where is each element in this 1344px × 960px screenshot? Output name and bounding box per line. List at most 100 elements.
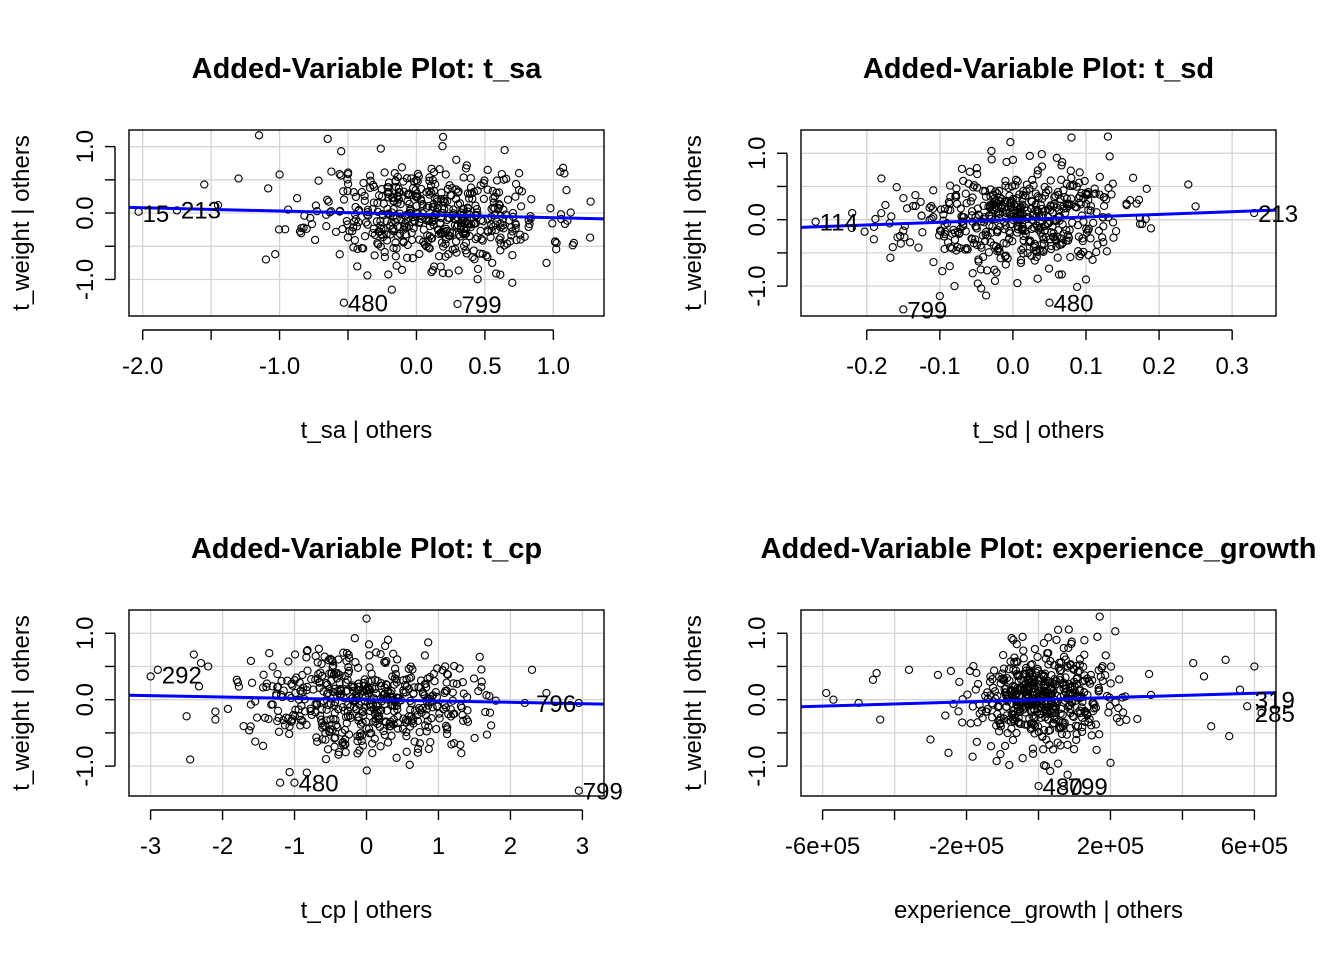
data-point: [424, 744, 433, 754]
data-point: [1006, 686, 1015, 695]
data-point: [327, 669, 336, 678]
data-point: [288, 681, 297, 690]
data-point: [527, 195, 536, 204]
data-point: [955, 677, 964, 687]
data-point: [1084, 250, 1093, 260]
data-point: [292, 194, 302, 203]
data-point: [1013, 278, 1022, 288]
data-point: [415, 739, 425, 748]
data-point: [313, 658, 322, 667]
y-axis-label: t_weight | others: [8, 135, 35, 311]
data-point: [1028, 749, 1038, 758]
data-point: [1062, 730, 1071, 739]
data-point: [389, 243, 398, 253]
data-point: [371, 717, 380, 726]
data-point: [896, 239, 905, 248]
y-tick-label: 1.0: [72, 617, 99, 650]
data-point: [323, 680, 332, 689]
data-point: [182, 712, 191, 721]
data-point: [408, 254, 417, 263]
data-point: [1012, 690, 1021, 699]
data-point: [1094, 683, 1103, 693]
data-point: [288, 715, 297, 724]
data-point: [372, 689, 381, 698]
data-point: [314, 176, 323, 185]
data-point: [1039, 690, 1048, 699]
data-point: [1095, 190, 1104, 199]
data-point: [417, 708, 426, 717]
data-point: [1033, 170, 1042, 179]
data-point: [962, 199, 971, 208]
data-point: [1071, 721, 1080, 730]
data-point: [262, 682, 271, 692]
data-point: [264, 184, 273, 193]
data-point: [946, 192, 955, 202]
data-point: [926, 735, 935, 744]
data-point: [450, 221, 460, 230]
data-point: [403, 253, 412, 262]
data-point: [499, 175, 508, 184]
data-point: [325, 684, 334, 693]
data-point: [354, 682, 364, 691]
point-label: 480: [1053, 291, 1093, 318]
data-point: [384, 178, 394, 187]
data-point: [341, 748, 350, 757]
data-point: [327, 167, 336, 176]
data-point: [990, 276, 1000, 286]
data-point: [1089, 218, 1098, 228]
data-point: [376, 742, 385, 751]
data-point: [1094, 226, 1104, 235]
data-point: [1027, 204, 1036, 213]
data-point: [453, 200, 463, 209]
data-point: [455, 664, 464, 673]
data-point: [443, 670, 453, 679]
data-point: [586, 197, 595, 206]
data-point: [323, 688, 333, 698]
data-point: [370, 251, 379, 260]
data-point: [496, 246, 505, 255]
data-point: [1013, 217, 1022, 226]
data-point: [438, 208, 447, 218]
data-point: [1142, 184, 1151, 193]
data-point: [1094, 687, 1103, 696]
data-point: [1030, 644, 1040, 654]
data-point: [983, 704, 992, 714]
data-point: [424, 201, 433, 211]
data-point: [990, 202, 999, 212]
data-point: [1014, 207, 1023, 216]
data-point: [1039, 725, 1049, 735]
data-point: [380, 252, 390, 262]
data-point: [390, 701, 399, 711]
data-point: [351, 210, 360, 219]
data-point: [323, 134, 332, 144]
data-point: [426, 737, 435, 747]
data-point: [1055, 723, 1065, 732]
data-point: [1063, 230, 1073, 240]
data-point: [512, 235, 521, 245]
data-point: [1046, 656, 1055, 666]
data-point: [1207, 722, 1216, 731]
data-point: [444, 204, 454, 214]
data-point: [439, 197, 448, 206]
data-point: [1000, 741, 1010, 751]
data-point: [252, 713, 262, 722]
data-point: [405, 674, 414, 683]
data-point: [310, 235, 320, 245]
x-axis: -2.0 -1.0 0.0 0.5 1.0 t_sa | others: [122, 329, 570, 444]
data-point: [950, 281, 959, 291]
data-point: [438, 132, 448, 142]
data-point: [1033, 688, 1042, 698]
data-point: [424, 638, 433, 647]
data-point: [1088, 676, 1097, 685]
data-point: [1086, 670, 1095, 680]
data-point: [1060, 718, 1069, 727]
data-point: [1048, 222, 1057, 231]
data-point: [381, 717, 390, 726]
data-point: [383, 635, 393, 645]
data-point: [432, 724, 441, 734]
data-point: [264, 714, 273, 724]
data-point: [404, 221, 414, 230]
data-point: [542, 258, 551, 268]
data-point: [348, 226, 357, 236]
data-point: [146, 672, 155, 681]
